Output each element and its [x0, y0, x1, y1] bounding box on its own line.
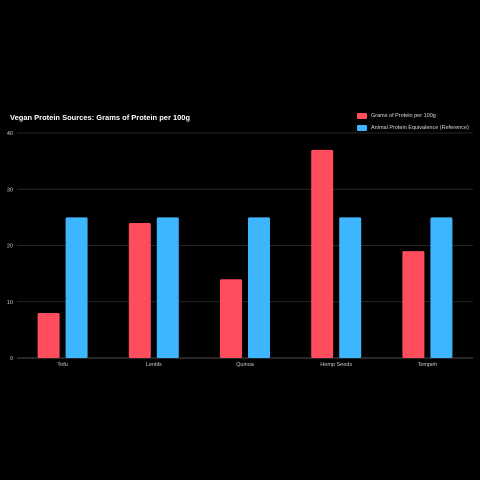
y-tick-label: 40	[7, 131, 13, 137]
legend-label-protein: Grams of Protein per 100g	[371, 113, 436, 119]
y-tick-label: 0	[10, 356, 13, 362]
bar-tofu-reference[interactable]	[65, 217, 88, 358]
x-tick-label: Lentils	[146, 362, 162, 368]
bar-lentils-protein[interactable]	[128, 223, 151, 358]
bar-hemp-seeds-protein[interactable]	[311, 149, 334, 358]
bar-tofu-protein[interactable]	[37, 313, 60, 358]
bar-quinoa-protein[interactable]	[220, 279, 242, 358]
legend-swatch-protein	[357, 113, 367, 119]
x-tick-label: Tempeh	[418, 362, 438, 368]
bar-tempeh-protein[interactable]	[402, 251, 425, 358]
chart-title: Vegan Protein Sources: Grams of Protein …	[10, 113, 191, 122]
bar-hemp-seeds-reference[interactable]	[339, 217, 362, 358]
y-tick-label: 30	[7, 187, 13, 193]
y-tick-label: 10	[7, 300, 13, 306]
legend-swatch-reference	[357, 125, 367, 131]
x-tick-label: Hemp Seeds	[320, 362, 352, 368]
legend-item-protein[interactable]: Grams of Protein per 100g	[357, 110, 469, 122]
y-tick-label: 20	[7, 244, 13, 250]
bar-lentils-reference[interactable]	[156, 217, 179, 358]
legend: Grams of Protein per 100g Animal Protein…	[357, 110, 469, 134]
bar-quinoa-reference[interactable]	[248, 217, 270, 358]
legend-item-reference[interactable]: Animal Protein Equivalence (Reference)	[357, 122, 469, 134]
bar-tempeh-reference[interactable]	[430, 217, 453, 358]
x-tick-label: Quinoa	[236, 362, 255, 368]
legend-label-reference: Animal Protein Equivalence (Reference)	[371, 125, 469, 131]
x-tick-label: Tofu	[57, 362, 67, 368]
